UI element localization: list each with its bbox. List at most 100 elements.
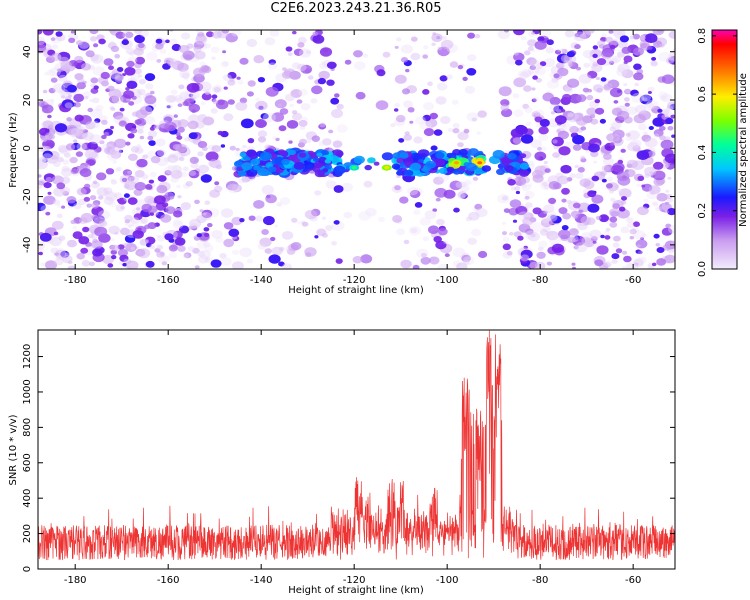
heatmap-cell (615, 248, 623, 254)
heatmap-cell (510, 136, 522, 145)
heatmap-cell (66, 196, 77, 204)
heatmap-cell (170, 176, 179, 183)
heatmap-cell (64, 152, 71, 158)
heatmap-cell (174, 237, 186, 246)
heatmap-cell (522, 103, 530, 109)
heatmap-cell (167, 166, 173, 170)
heatmap-cell (395, 37, 402, 42)
heatmap-cell (212, 31, 222, 39)
heatmap-cell (188, 170, 197, 176)
heatmap-cell (108, 65, 114, 70)
heatmap-cell (178, 156, 185, 162)
heatmap-cell (650, 60, 657, 66)
heatmap-cell (512, 137, 523, 145)
heatmap-cell (600, 77, 607, 82)
heatmap-cell (278, 261, 285, 267)
heatmap-cell (394, 102, 401, 108)
heatmap-cell (110, 125, 114, 130)
heatmap-band-cell (364, 164, 373, 171)
heatmap-cell (215, 236, 224, 243)
heatmap-cell (603, 153, 612, 160)
heatmap-cell (532, 174, 544, 183)
heatmap-cell (590, 236, 598, 242)
heatmap-cell (423, 102, 434, 111)
heatmap-cell (275, 137, 280, 142)
heatmap-cell (525, 121, 532, 127)
heatmap-cell (241, 175, 251, 183)
heatmap-cell (423, 45, 429, 50)
heatmap-cell (542, 92, 554, 102)
heatmap-cell (115, 31, 126, 39)
heatmap-cell (552, 152, 560, 158)
heatmap-cell (91, 240, 103, 250)
heatmap-cell (437, 46, 443, 51)
heatmap-cell (644, 102, 655, 111)
heatmap-cell (93, 43, 99, 48)
heatmap-cell (117, 67, 124, 72)
heatmap-band-cell (333, 165, 346, 175)
heatmap-cell (98, 38, 106, 45)
heatmap-cell (98, 220, 108, 227)
heatmap-cell (585, 217, 596, 225)
heatmap-cell (547, 213, 558, 222)
heatmap-cell (297, 221, 302, 225)
heatmap-cell (68, 94, 73, 98)
heatmap-cell (605, 183, 613, 189)
heatmap-band-cell (314, 169, 325, 178)
heatmap-cell (222, 50, 227, 54)
heatmap-cell (428, 225, 439, 234)
heatmap-cell (621, 265, 627, 269)
heatmap-cell (267, 62, 278, 70)
heatmap-cell (557, 175, 569, 185)
heatmap-cell (332, 140, 343, 148)
heatmap-cell (319, 122, 326, 128)
heatmap-cell (270, 236, 276, 242)
heatmap-cell (664, 153, 675, 164)
heatmap-cell (530, 233, 536, 238)
heatmap-cell (149, 171, 157, 177)
heatmap-cell (39, 157, 46, 163)
heatmap-cell (196, 30, 204, 35)
heatmap-cell (650, 60, 658, 67)
heatmap-cell (114, 192, 122, 199)
heatmap-cell (534, 151, 547, 161)
heatmap-cell (293, 48, 304, 56)
heatmap-cell (439, 75, 448, 82)
heatmap-cell (207, 223, 213, 228)
heatmap-cell (394, 108, 399, 112)
heatmap-cell (457, 133, 465, 139)
heatmap-cell (94, 226, 108, 237)
heatmap-cell (632, 221, 641, 227)
heatmap-cell (467, 54, 477, 62)
heatmap-cell (157, 235, 166, 242)
heatmap-cell (562, 212, 571, 220)
heatmap-cell (82, 131, 94, 141)
heatmap-cell (290, 242, 302, 251)
heatmap-cell (664, 210, 669, 214)
heatmap-cell (110, 146, 122, 156)
heatmap-cell (98, 195, 104, 200)
heatmap-cell (316, 228, 327, 237)
heatmap-cell (38, 30, 43, 35)
heatmap-cell (504, 30, 509, 33)
heatmap-cell (279, 108, 289, 115)
heatmap-cell (129, 175, 140, 184)
heatmap-cell (546, 261, 553, 266)
heatmap-cell (67, 239, 77, 248)
heatmap-cell (515, 125, 528, 135)
heatmap-cell (413, 136, 423, 144)
heatmap-cell (463, 259, 470, 265)
heatmap-cell (422, 54, 429, 59)
heatmap-cell (257, 243, 266, 250)
heatmap-cell (296, 99, 303, 104)
heatmap-cell (438, 228, 448, 236)
top-x-tick-label: -160 (157, 275, 180, 286)
heatmap-cell (476, 131, 482, 135)
heatmap-cell (331, 241, 337, 246)
heatmap-cell (527, 46, 534, 51)
heatmap-cell (185, 181, 193, 187)
heatmap-cell (189, 218, 202, 229)
heatmap-cell (149, 212, 154, 216)
heatmap-cell (583, 62, 590, 68)
heatmap-cell (632, 33, 641, 40)
